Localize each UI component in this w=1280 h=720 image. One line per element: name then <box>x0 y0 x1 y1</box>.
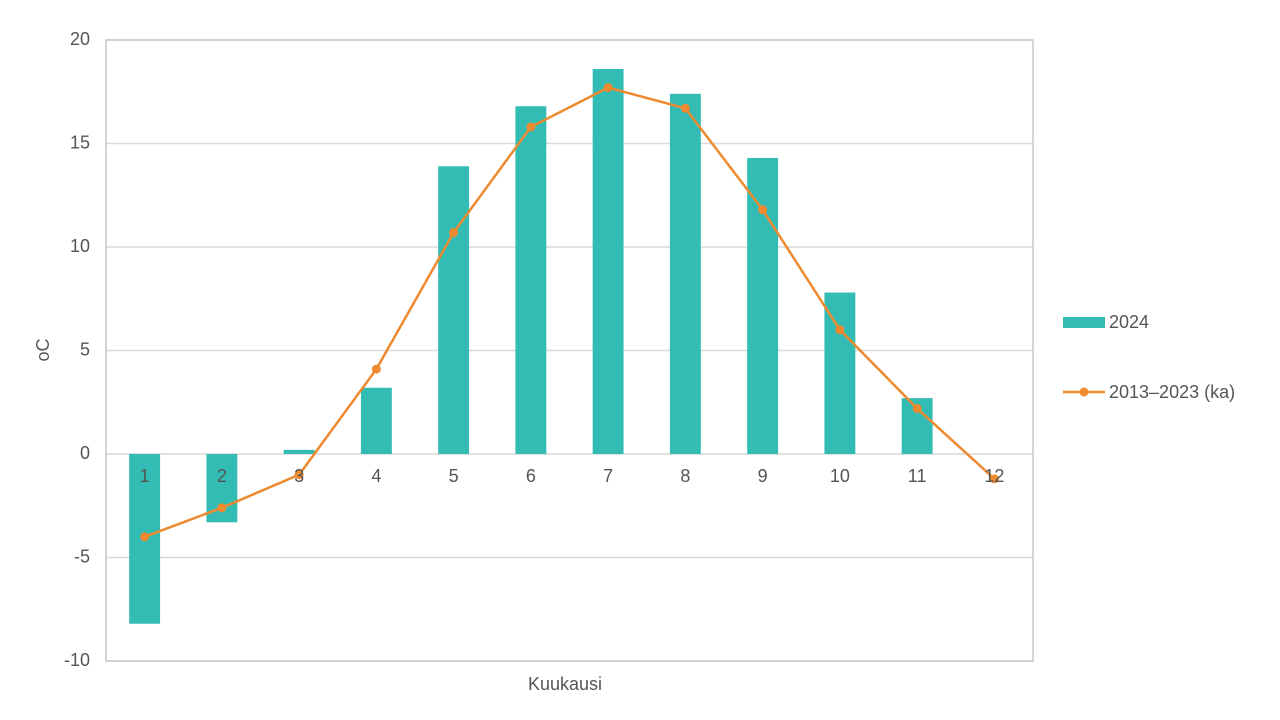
line-point <box>371 364 381 374</box>
x-tick-label: 11 <box>908 466 927 486</box>
x-tick-label: 9 <box>758 466 768 486</box>
x-tick-label: 6 <box>526 466 536 486</box>
x-axis-label: Kuukausi <box>528 674 602 694</box>
y-tick-label: -5 <box>74 546 90 566</box>
line-point <box>680 103 690 113</box>
bar <box>438 166 470 454</box>
line-point <box>758 205 768 215</box>
x-tick-label: 5 <box>449 466 459 486</box>
bar <box>283 449 315 454</box>
line-point <box>294 470 304 480</box>
line <box>144 86 996 538</box>
line-point <box>989 474 999 484</box>
x-tick-label: 8 <box>680 466 690 486</box>
x-tick-label: 1 <box>140 466 150 486</box>
legend-label: 2013–2023 (ka) <box>1109 382 1235 402</box>
line-point <box>603 83 613 93</box>
line-point <box>140 532 150 542</box>
line-point <box>217 503 227 513</box>
x-tick-label: 4 <box>371 466 381 486</box>
x-tick-label: 12 <box>984 466 1004 486</box>
x-tick-label: 7 <box>603 466 613 486</box>
legend-label: 2024 <box>1109 312 1149 332</box>
legend-swatch <box>1063 317 1105 328</box>
x-tick-label: 3 <box>294 466 304 486</box>
bar <box>747 157 779 455</box>
y-axis-label: oC <box>33 338 53 361</box>
plot-frame <box>105 39 1034 662</box>
bar <box>669 93 701 454</box>
x-tick-label: 2 <box>217 466 227 486</box>
y-tick-label: -10 <box>64 650 90 670</box>
line-point <box>526 122 536 132</box>
y-tick-label: 20 <box>70 29 90 49</box>
y-tick-label: 0 <box>80 443 90 463</box>
bar <box>592 68 624 454</box>
line-point <box>912 403 922 413</box>
line-point <box>449 228 459 238</box>
legend-swatch <box>1079 387 1089 397</box>
bar <box>824 292 856 454</box>
y-tick-label: 5 <box>80 339 90 359</box>
y-tick-label: 15 <box>70 132 90 152</box>
bar <box>360 387 392 454</box>
bar <box>515 106 547 455</box>
x-tick-label: 10 <box>830 466 850 486</box>
line-point <box>835 325 845 335</box>
y-tick-label: 10 <box>70 236 90 256</box>
